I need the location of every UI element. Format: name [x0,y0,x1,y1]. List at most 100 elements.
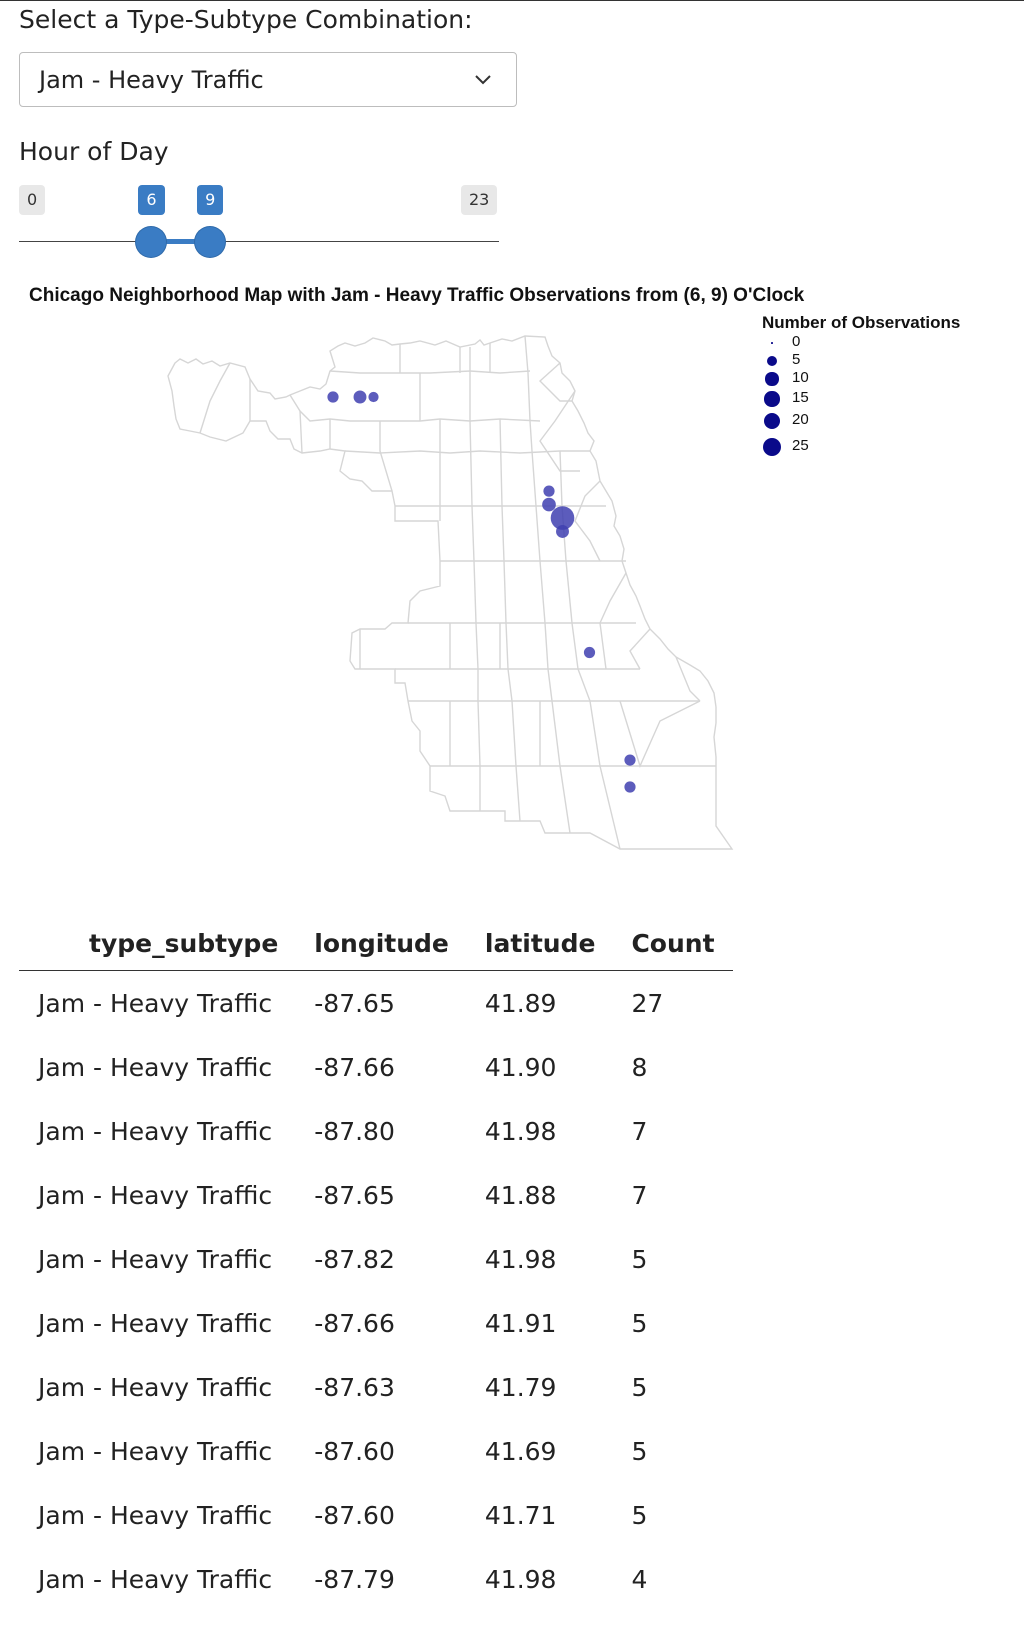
cell-longitude: -87.82 [314,1244,395,1274]
legend-size-dot [764,391,780,407]
table-row: Jam - Heavy Traffic -87.60 41.71 5 [19,1483,733,1547]
observation-point [327,391,339,403]
observation-point [550,506,575,530]
cell-type-subtype: Jam - Heavy Traffic [38,1244,273,1274]
table-header-row: type_subtype longitude latitude Count [19,916,733,971]
legend-item: 5 [762,351,882,371]
observation-point [353,390,367,404]
cell-type-subtype: Jam - Heavy Traffic [38,1500,273,1530]
slider-high-value: 9 [197,185,224,215]
legend-size-dot [766,355,778,367]
cell-latitude: 41.98 [484,1244,557,1274]
map-title: Chicago Neighborhood Map with Jam - Heav… [29,285,805,306]
legend-label: 10 [792,369,809,386]
col-type-subtype: type_subtype [19,916,297,971]
cell-latitude: 41.98 [484,1564,557,1594]
legend-label: 25 [792,437,809,454]
cell-longitude: -87.66 [314,1308,395,1338]
legend-title: Number of Observations [762,313,961,332]
cell-latitude: 41.79 [484,1372,557,1402]
cell-latitude: 41.71 [484,1500,557,1530]
table-row: Jam - Heavy Traffic -87.66 41.90 8 [19,1035,733,1099]
cell-count: 27 [631,988,664,1018]
cell-latitude: 41.69 [484,1436,557,1466]
observation-point [368,391,379,403]
cell-latitude: 41.91 [484,1308,557,1338]
cell-latitude: 41.98 [484,1116,557,1146]
cell-longitude: -87.80 [314,1116,395,1146]
cell-latitude: 41.88 [484,1180,557,1210]
legend-size-dot [765,372,779,386]
col-longitude: longitude [296,916,467,971]
cell-count: 5 [631,1500,648,1530]
cell-latitude: 41.89 [484,988,557,1018]
observations-table: type_subtype longitude latitude Count Ja… [19,916,733,1611]
table-row: Jam - Heavy Traffic -87.82 41.98 5 [19,1227,733,1291]
observation-point [624,754,636,766]
observation-point [583,646,596,659]
select-label: Select a Type-Subtype Combination: [19,5,473,34]
legend-item: 15 [762,389,882,409]
hour-range-slider[interactable]: 0 23 6 9 [19,185,499,257]
observation-point [542,497,556,512]
cell-count: 4 [631,1564,648,1594]
cell-type-subtype: Jam - Heavy Traffic [38,1436,273,1466]
cell-count: 8 [631,1052,648,1082]
legend-item: 25 [762,437,882,457]
cell-longitude: -87.66 [314,1052,395,1082]
cell-type-subtype: Jam - Heavy Traffic [38,1116,273,1146]
table-row: Jam - Heavy Traffic -87.65 41.88 7 [19,1163,733,1227]
cell-type-subtype: Jam - Heavy Traffic [38,1052,273,1082]
cell-type-subtype: Jam - Heavy Traffic [38,1564,273,1594]
cell-type-subtype: Jam - Heavy Traffic [38,1180,273,1210]
table-row: Jam - Heavy Traffic -87.80 41.98 7 [19,1099,733,1163]
slider-selected-range [151,239,211,244]
cell-type-subtype: Jam - Heavy Traffic [38,988,273,1018]
slider-max-label: 23 [461,185,498,215]
cell-longitude: -87.60 [314,1436,395,1466]
cell-count: 7 [631,1180,648,1210]
cell-longitude: -87.63 [314,1372,395,1402]
col-latitude: latitude [466,916,614,971]
col-count: Count [613,916,733,971]
legend-label: 0 [792,333,801,350]
cell-longitude: -87.79 [314,1564,395,1594]
legend-size-dot [762,437,782,457]
legend-item: 0 [762,333,882,353]
table-row: Jam - Heavy Traffic -87.65 41.89 27 [19,971,733,1036]
slider-low-value: 6 [138,185,165,215]
legend-label: 15 [792,389,809,406]
select-value: Jam - Heavy Traffic [39,66,264,94]
cell-longitude: -87.65 [314,988,395,1018]
slider-low-handle[interactable] [136,227,167,257]
legend-label: 5 [792,351,801,368]
chevron-down-icon [475,75,491,85]
cell-longitude: -87.60 [314,1500,395,1530]
chicago-map [167,335,734,850]
observation-point [624,781,636,793]
cell-count: 5 [631,1436,648,1466]
cell-latitude: 41.90 [484,1052,557,1082]
slider-label: Hour of Day [19,137,169,166]
slider-high-handle[interactable] [195,227,226,257]
cell-count: 7 [631,1116,648,1146]
legend-size-dot [763,412,781,430]
cell-longitude: -87.65 [314,1180,395,1210]
slider-min-label: 0 [19,185,46,215]
table-row: Jam - Heavy Traffic -87.63 41.79 5 [19,1355,733,1419]
legend-item: 20 [762,411,882,431]
cell-count: 5 [631,1372,648,1402]
observation-point [543,485,555,497]
slider-track[interactable] [19,241,499,242]
cell-type-subtype: Jam - Heavy Traffic [38,1372,273,1402]
legend-item: 10 [762,369,882,389]
type-subtype-select[interactable]: Jam - Heavy Traffic [19,52,517,107]
table-row: Jam - Heavy Traffic -87.66 41.91 5 [19,1291,733,1355]
neighborhood-boundaries [167,335,734,850]
map-legend: Number of Observations 0 5 10 15 20 25 [762,313,961,457]
table-row: Jam - Heavy Traffic -87.60 41.69 5 [19,1419,733,1483]
observation-point [556,525,569,538]
observation-points [327,390,636,793]
cell-type-subtype: Jam - Heavy Traffic [38,1308,273,1338]
cell-count: 5 [631,1244,648,1274]
